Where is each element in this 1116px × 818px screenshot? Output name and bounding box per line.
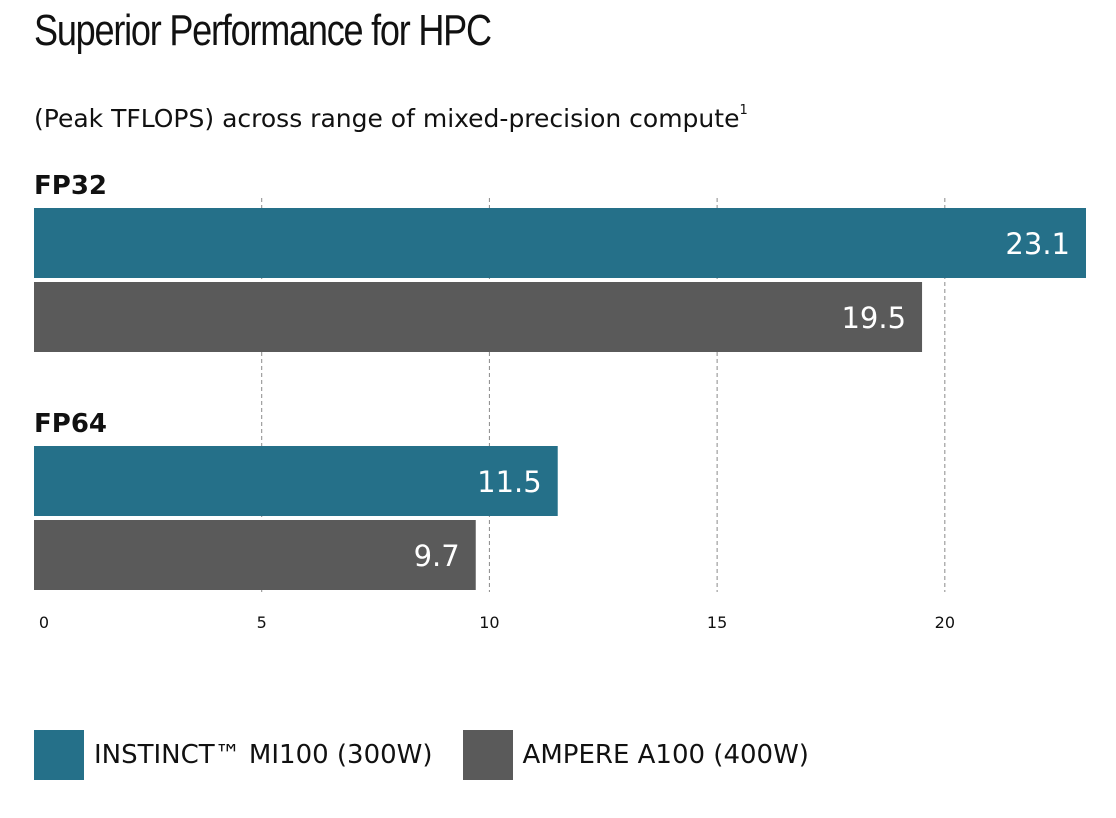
- x-axis-ticks: 0 5 10 15 20: [39, 613, 955, 632]
- legend-swatch-mi100: [34, 730, 84, 780]
- footnote-marker: 1: [739, 103, 748, 118]
- x-tick-label-20: 20: [935, 613, 955, 632]
- x-tick-label-15: 15: [707, 613, 727, 632]
- chart-subtitle: (Peak TFLOPS) across range of mixed-prec…: [34, 103, 748, 133]
- bar-fp64-series-1: [34, 520, 476, 590]
- bar-fp32-series-1: [34, 282, 923, 352]
- value-label-fp32-series-0: 23.1: [1005, 227, 1070, 261]
- labels: FP32 23.1 19.5 FP64 11.5 9.7: [34, 171, 1070, 573]
- x-tick-label-10: 10: [479, 613, 499, 632]
- legend-label-mi100: INSTINCT™ MI100 (300W): [94, 740, 433, 770]
- value-label-fp64-series-0: 11.5: [477, 465, 542, 499]
- value-label-fp64-series-1: 9.7: [414, 539, 460, 573]
- legend-swatch-a100: [462, 730, 513, 780]
- bar-chart: FP32 23.1 19.5 FP64 11.5 9.7 0 5 10 15 20: [34, 171, 1086, 632]
- legend: INSTINCT™ MI100 (300W) AMPERE A100 (400W…: [34, 730, 839, 780]
- value-label-fp32-series-1: 19.5: [841, 301, 906, 335]
- category-label-fp32: FP32: [34, 171, 107, 201]
- legend-item-mi100: INSTINCT™ MI100 (300W): [34, 730, 433, 780]
- x-tick-label-0: 0: [39, 613, 49, 632]
- bar-fp64-series-0: [34, 446, 558, 516]
- category-label-fp64: FP64: [34, 409, 107, 439]
- chart-title: Superior Performance for HPC: [34, 6, 492, 55]
- legend-label-a100: AMPERE A100 (400W): [522, 740, 809, 770]
- bars: [34, 208, 1086, 590]
- legend-item-a100: AMPERE A100 (400W): [462, 730, 809, 780]
- chart-subtitle-text: (Peak TFLOPS) across range of mixed-prec…: [34, 104, 740, 133]
- x-tick-label-5: 5: [257, 613, 267, 632]
- bar-fp32-series-0: [34, 208, 1086, 278]
